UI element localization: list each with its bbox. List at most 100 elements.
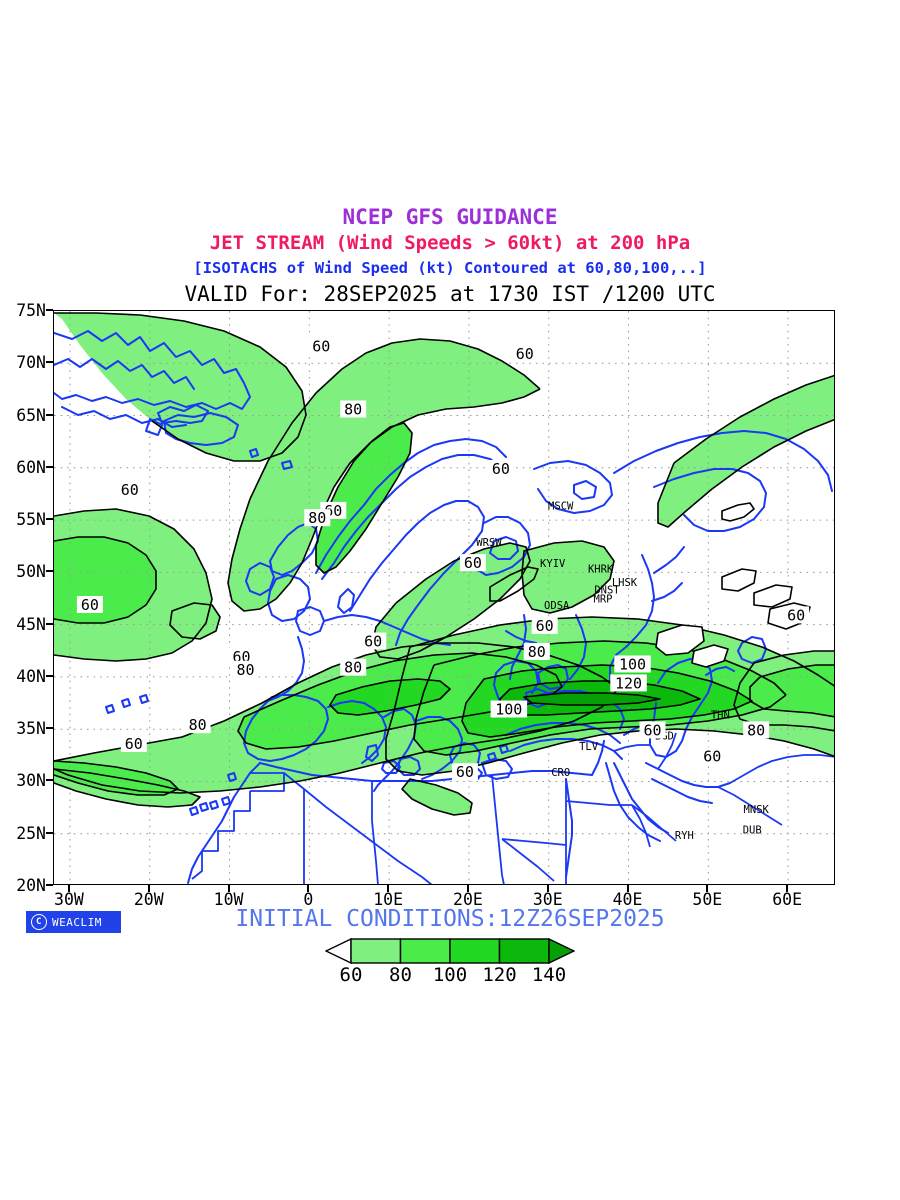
y-axis-tick-label: 55N (16, 510, 46, 530)
city-label: RYH (675, 830, 694, 842)
x-axis-tick-label: 30W (54, 890, 84, 909)
contour-label-bg (531, 616, 558, 634)
x-axis-tick (67, 885, 70, 892)
contour-label: 60 (787, 606, 805, 624)
y-axis-tick-label: 35N (16, 719, 46, 739)
y-axis-tick (46, 831, 53, 834)
x-axis-tick-label: 10W (213, 890, 244, 909)
contour-label-bg (639, 721, 666, 739)
colorbar-tick-label: 80 (389, 964, 412, 986)
colorbar-tick-label: 140 (531, 964, 567, 986)
y-axis-tick (46, 309, 53, 311)
contour-label-bg (360, 632, 387, 650)
contour-label-bg (487, 460, 514, 477)
city-label: CRO (551, 767, 570, 779)
contour-label: 80 (189, 716, 207, 734)
city-label: TLV (579, 741, 599, 753)
contour-label: 100 (619, 656, 646, 674)
x-axis-tick (546, 885, 549, 892)
x-axis-tick (786, 885, 789, 892)
x-axis-tick (706, 885, 709, 892)
colorbar-tick-label: 100 (432, 964, 468, 986)
x-axis-tick (307, 885, 310, 892)
x-axis-tick-label: 60E (772, 890, 803, 909)
contour-label-bg (451, 763, 478, 781)
colorbar-segment (350, 938, 402, 964)
y-axis-tick-label: 50N (16, 562, 46, 582)
contour-label: 60 (516, 345, 534, 363)
contour-label: 60 (125, 735, 143, 753)
x-axis-tick-label: 10E (373, 890, 404, 909)
city-label: THN (711, 710, 730, 722)
contour-label: 80 (747, 721, 765, 739)
y-axis-tick-label: 60N (16, 457, 46, 477)
contour-label: 60 (364, 633, 382, 651)
contour-label: 100 (495, 701, 522, 719)
contour-label: 80 (344, 401, 362, 419)
contour-label-bg (340, 658, 367, 676)
isotach-subtitle: [ISOTACHS of Wind Speed (kt) Contoured a… (193, 259, 707, 277)
colorbar-segment (449, 938, 501, 964)
contour-label: 60 (121, 481, 139, 499)
colorbar-segment (399, 938, 451, 964)
colorbar-overflow-arrow (548, 937, 576, 965)
x-axis-tick-label: 50E (692, 890, 723, 909)
contour-label: 60 (643, 721, 661, 739)
contour-label-bg (308, 337, 335, 355)
contour-label-bg (743, 721, 770, 739)
contour-label: 80 (236, 661, 254, 679)
city-label: KHRK (588, 563, 614, 575)
x-axis-tick-label: 40E (612, 890, 643, 909)
y-axis-tick-label: 70N (16, 353, 46, 373)
contour-label-bg (610, 674, 647, 692)
y-axis-tick-label: 20N (16, 876, 46, 895)
y-axis-tick (46, 465, 53, 468)
y-axis-tick (46, 570, 53, 573)
y-axis-tick-label: 30N (16, 771, 46, 791)
x-axis-tick-label: 0 (303, 890, 314, 909)
contour-label-bg (232, 660, 259, 678)
contour-label: 60 (492, 460, 510, 478)
contour-label-bg (699, 747, 726, 765)
y-axis-tick-label: 45N (16, 614, 46, 634)
weaclim-logo: C WEACLIM (26, 911, 121, 933)
y-axis-tick (46, 727, 53, 730)
weaclim-label: WEACLIM (52, 915, 102, 929)
city-label: KYIV (540, 558, 566, 570)
contour-label-bg (304, 509, 331, 527)
contour-label-bg (76, 596, 103, 613)
y-axis-tick (46, 884, 53, 886)
valid-time-title: VALID For: 28SEP2025 at 1730 IST /1200 U… (184, 282, 716, 306)
contour-label-bg (120, 735, 147, 752)
city-label: MRP (594, 594, 613, 606)
contour-label: 60 (536, 617, 554, 635)
x-axis-tick-label: 20E (453, 890, 483, 909)
x-axis-tick (626, 885, 629, 892)
y-axis-tick (46, 413, 53, 416)
contour-label: 60 (81, 596, 99, 614)
map-plot-area: MSCW WRSW KYIV KHRK LHSK DNST MRP ODSA TLV CRO THN… (53, 310, 835, 885)
contour-label: 60 (312, 338, 330, 356)
copyright-icon: C (31, 914, 47, 930)
x-axis-tick (147, 885, 150, 892)
colorbar: 60 80 100 120 140 (324, 937, 576, 986)
contour-label: 60 (456, 763, 474, 781)
model-title: NCEP GFS GUIDANCE (342, 205, 558, 229)
x-axis-tick-label: 20W (133, 890, 164, 909)
city-label: DUB (743, 825, 762, 837)
colorbar-wrapper: 60 80 100 120 140 (0, 937, 900, 986)
contour-label-bg (184, 716, 211, 734)
country-borders (191, 732, 834, 884)
contour-label-bg (490, 700, 528, 718)
city-label: LHSK (612, 577, 638, 589)
y-axis-tick (46, 518, 53, 521)
x-axis-tick (227, 885, 230, 892)
contour-label: 80 (528, 643, 546, 661)
x-axis-tick (387, 885, 390, 892)
y-axis-tick-label: 75N (16, 301, 46, 320)
colorbar-tick-label: 60 (339, 964, 363, 986)
